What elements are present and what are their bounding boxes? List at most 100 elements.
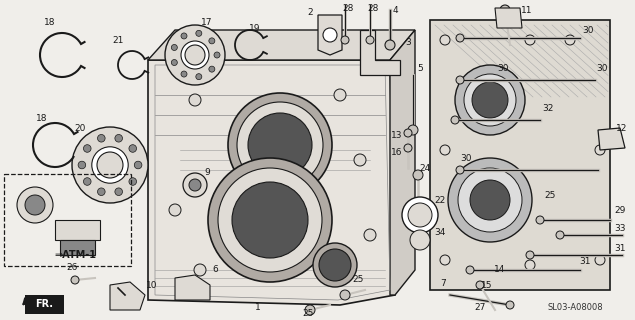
Circle shape (83, 145, 91, 152)
Text: 16: 16 (391, 148, 403, 156)
Circle shape (189, 179, 201, 191)
Circle shape (97, 152, 123, 178)
Circle shape (181, 33, 187, 39)
Circle shape (565, 35, 575, 45)
Circle shape (248, 113, 312, 177)
Text: 21: 21 (112, 36, 124, 44)
Circle shape (169, 204, 181, 216)
Text: 9: 9 (204, 167, 210, 177)
Text: 28: 28 (342, 4, 354, 12)
Circle shape (98, 134, 105, 142)
Circle shape (183, 173, 207, 197)
Circle shape (404, 129, 412, 137)
Text: 3: 3 (405, 37, 411, 46)
Circle shape (404, 144, 412, 152)
Circle shape (451, 116, 459, 124)
Text: 34: 34 (434, 228, 446, 236)
Text: 25: 25 (544, 190, 556, 199)
Circle shape (129, 145, 137, 152)
Circle shape (208, 158, 332, 282)
Circle shape (171, 44, 177, 51)
Circle shape (595, 145, 605, 155)
Circle shape (17, 187, 53, 223)
Circle shape (340, 290, 350, 300)
Polygon shape (318, 15, 342, 55)
Circle shape (181, 41, 209, 69)
Circle shape (464, 74, 516, 126)
Circle shape (171, 60, 177, 66)
Text: 30: 30 (582, 26, 594, 35)
Polygon shape (148, 60, 395, 305)
Circle shape (366, 36, 374, 44)
Text: 1: 1 (255, 303, 261, 313)
Circle shape (323, 28, 337, 42)
Circle shape (209, 38, 215, 44)
Text: 25: 25 (302, 309, 314, 318)
Circle shape (354, 154, 366, 166)
Circle shape (185, 45, 205, 65)
Polygon shape (175, 275, 210, 300)
Circle shape (440, 35, 450, 45)
Circle shape (115, 134, 123, 142)
Circle shape (209, 66, 215, 72)
Polygon shape (55, 220, 100, 240)
Text: 30: 30 (460, 154, 472, 163)
Circle shape (228, 93, 332, 197)
Circle shape (402, 197, 438, 233)
Polygon shape (495, 8, 522, 28)
Circle shape (196, 30, 202, 36)
Circle shape (71, 276, 79, 284)
Text: 33: 33 (614, 223, 625, 233)
Circle shape (456, 166, 464, 174)
Polygon shape (598, 128, 625, 150)
Circle shape (313, 243, 357, 287)
Text: 4: 4 (392, 5, 398, 14)
Circle shape (506, 301, 514, 309)
Text: 20: 20 (74, 124, 86, 132)
Text: 2: 2 (307, 7, 313, 17)
Circle shape (237, 102, 323, 188)
Text: 30: 30 (596, 63, 608, 73)
Circle shape (455, 65, 525, 135)
Circle shape (408, 203, 432, 227)
Circle shape (536, 216, 544, 224)
Polygon shape (148, 30, 415, 60)
Polygon shape (360, 30, 400, 75)
Text: 14: 14 (494, 266, 505, 275)
Text: 28: 28 (367, 4, 378, 12)
Text: 18: 18 (44, 18, 56, 27)
Text: 5: 5 (417, 63, 423, 73)
Circle shape (129, 178, 137, 185)
Text: 22: 22 (434, 196, 446, 204)
Polygon shape (430, 20, 610, 290)
Circle shape (525, 35, 535, 45)
Circle shape (413, 170, 423, 180)
Circle shape (25, 195, 45, 215)
Circle shape (408, 125, 418, 135)
Text: 11: 11 (521, 5, 533, 14)
Text: 17: 17 (201, 18, 213, 27)
Circle shape (458, 168, 522, 232)
Circle shape (466, 266, 474, 274)
Text: SL03-A08008: SL03-A08008 (547, 303, 603, 313)
Text: ⇒ATM-1: ⇒ATM-1 (54, 250, 96, 260)
FancyBboxPatch shape (25, 294, 64, 314)
Circle shape (218, 168, 322, 272)
Circle shape (476, 281, 484, 289)
Circle shape (92, 147, 128, 183)
Text: 13: 13 (391, 131, 403, 140)
Text: 24: 24 (419, 164, 431, 172)
Circle shape (525, 260, 535, 270)
Circle shape (470, 180, 510, 220)
Circle shape (83, 178, 91, 185)
Text: 29: 29 (614, 205, 625, 214)
Text: 18: 18 (36, 114, 48, 123)
Text: 25: 25 (352, 276, 364, 284)
Circle shape (181, 71, 187, 77)
Circle shape (472, 82, 508, 118)
Circle shape (456, 34, 464, 42)
Text: 6: 6 (212, 266, 218, 275)
Polygon shape (390, 30, 415, 295)
Circle shape (196, 74, 202, 80)
Text: 31: 31 (579, 258, 591, 267)
